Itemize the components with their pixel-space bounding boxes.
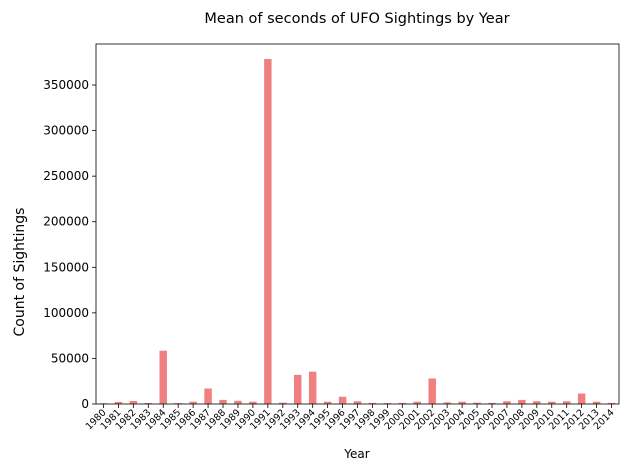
x-axis-label: Year: [343, 447, 369, 461]
bar-2007: [503, 401, 511, 404]
bar-2009: [533, 401, 541, 404]
bar-2004: [458, 401, 466, 404]
y-tick-label: 200000: [43, 215, 89, 229]
y-tick-label: 150000: [43, 260, 89, 274]
y-axis-label: Count of Sightings: [12, 208, 28, 337]
bar-1987: [204, 388, 212, 404]
y-tick-label: 350000: [43, 78, 89, 92]
y-tick-label: 300000: [43, 124, 89, 138]
bar-1995: [323, 401, 332, 404]
bar-2011: [562, 401, 571, 404]
bar-1996: [338, 396, 347, 404]
bar-1988: [219, 399, 227, 404]
y-tick-label: 50000: [51, 351, 89, 365]
bar-1999: [383, 403, 392, 404]
bar-1998: [368, 402, 377, 404]
bar-2001: [413, 401, 422, 404]
bar-1982: [129, 400, 138, 404]
y-tick-label: 0: [81, 397, 89, 411]
bar-2002: [428, 378, 436, 404]
bar-2010: [548, 401, 556, 404]
bar-2008: [518, 399, 526, 404]
bar-1990: [249, 401, 257, 404]
chart-title: Mean of seconds of UFO Sightings by Year: [204, 11, 509, 27]
bar-2013: [592, 401, 601, 404]
bar-2006: [488, 402, 496, 404]
plot-frame: [95, 43, 620, 405]
bar-2014: [607, 402, 616, 404]
bar-1985: [174, 403, 182, 404]
bar-1983: [144, 402, 153, 404]
bar-2000: [398, 402, 407, 404]
plot-area: 0 50000 100000 150000 200000 250000 300000 3500…: [43, 43, 620, 432]
bar-1989: [234, 400, 242, 404]
bar-1993: [293, 374, 302, 404]
bar-1991: [264, 59, 272, 405]
bar-2012: [577, 393, 586, 404]
bar-1984: [159, 350, 167, 404]
y-tick-label: 100000: [43, 306, 89, 320]
bar-2003: [443, 402, 451, 404]
bar-2005: [473, 402, 481, 404]
bar-1986: [189, 401, 197, 404]
bar-1997: [353, 401, 362, 404]
bar-1981: [114, 401, 123, 404]
bar-1992: [279, 402, 287, 404]
y-tick-label: 250000: [43, 169, 89, 183]
bar-1994: [308, 371, 317, 404]
